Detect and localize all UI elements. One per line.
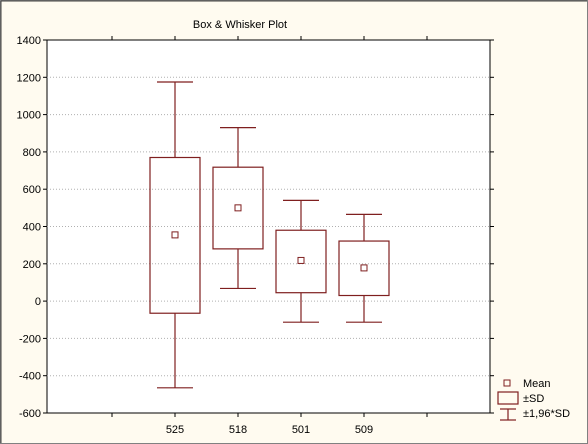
grid-lines (47, 76, 490, 377)
sd-box (275, 229, 327, 294)
y-tick-label: 800 (23, 147, 41, 159)
y-tick-label: -400 (19, 371, 41, 383)
mean-marker (360, 264, 368, 272)
y-tick-label: 1200 (17, 72, 41, 84)
legend-sd-symbol (497, 391, 519, 405)
y-tick-label: 1400 (17, 35, 41, 47)
x-tick-label: 509 (355, 424, 373, 436)
legend-mean-label: Mean (523, 378, 551, 390)
legend-whisker-label: ±1,96*SD (523, 408, 570, 420)
sd-box (212, 166, 264, 250)
x-tick-label: 525 (166, 424, 184, 436)
y-tick-label: -600 (19, 408, 41, 420)
y-tick-label: 1000 (17, 110, 41, 122)
y-tick-label: 400 (23, 222, 41, 234)
y-axis: -600 -400 -200 0 200 400 600 800 1000 1200 1400 (17, 35, 494, 420)
mean-marker (171, 231, 179, 239)
chart-title: Box & Whisker Plot (193, 19, 287, 31)
y-tick-label: -200 (19, 333, 41, 345)
box-509 (338, 213, 390, 323)
legend-mean-symbol (503, 379, 511, 387)
x-axis: 525 518 501 509 (111, 36, 428, 436)
x-tick-label: 501 (292, 424, 310, 436)
box-525 (149, 81, 201, 389)
y-tick-label: 600 (23, 184, 41, 196)
legend-sd-label: ±SD (523, 393, 544, 405)
box-518 (212, 127, 264, 290)
legend: Mean ±SD ±1,96*SD (497, 378, 570, 421)
mean-marker (234, 204, 242, 212)
x-tick-label: 518 (229, 424, 247, 436)
sd-box (338, 240, 390, 297)
y-tick-label: 200 (23, 259, 41, 271)
mean-marker (297, 256, 305, 264)
y-tick-label: 0 (35, 296, 41, 308)
sd-box (149, 156, 201, 314)
box-501 (275, 199, 327, 323)
box-series (149, 81, 390, 389)
